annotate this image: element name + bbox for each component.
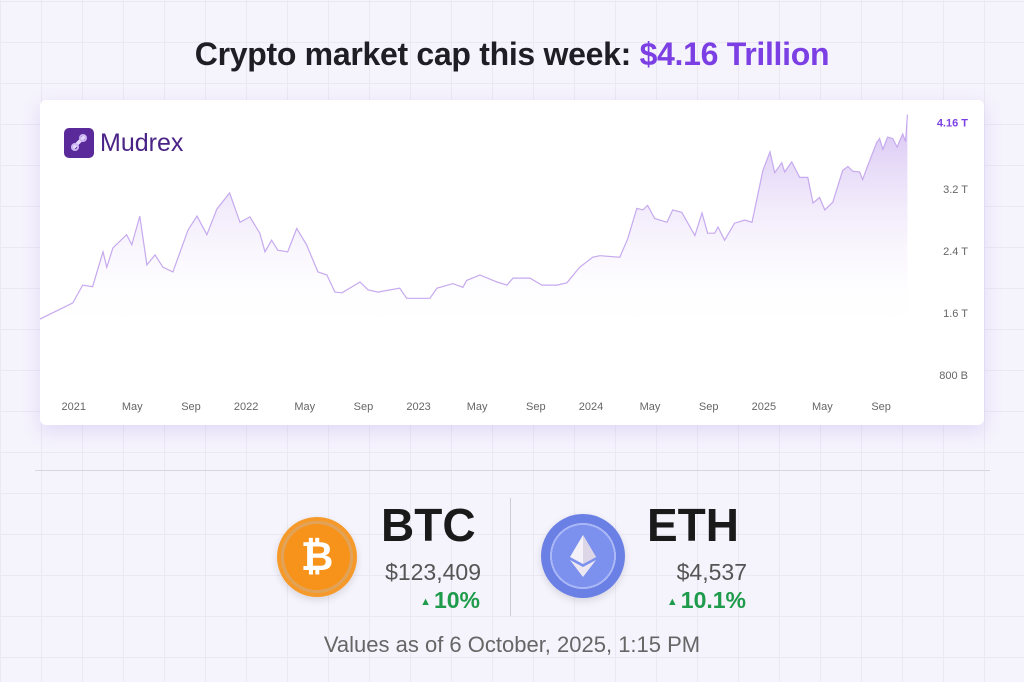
y-tick-label: 800 B xyxy=(939,370,968,382)
x-tick-label: 2023 xyxy=(406,401,430,413)
x-tick-label: May xyxy=(294,401,315,413)
eth-change-value: 10.1% xyxy=(680,587,746,613)
bitcoin-glyph: ₿ xyxy=(300,534,334,579)
ethereum-icon xyxy=(541,514,625,598)
btc-price: $123,409 xyxy=(385,559,481,585)
brand-logo: Mudrex xyxy=(64,128,183,158)
btc-symbol: BTC xyxy=(381,499,476,551)
timestamp-note: Values as of 6 October, 2025, 1:15 PM xyxy=(323,632,701,657)
mudrex-link-icon xyxy=(64,128,94,158)
last-value-label: 4.16 T xyxy=(937,118,968,130)
btc-change-value: 10% xyxy=(433,587,480,613)
title-prefix: Crypto market cap this week: xyxy=(194,36,640,72)
btc-change: ▲ 10% xyxy=(420,587,480,614)
market-cap-chart: 800 B 1.6 T 2.4 T 3.2 T 4.16 T 2021 May Sep 2022… xyxy=(40,114,968,413)
x-tick-label: 2021 xyxy=(62,401,86,413)
x-tick-label: 2025 xyxy=(752,401,776,413)
eth-symbol: ETH xyxy=(647,499,739,551)
x-tick-label: May xyxy=(812,401,833,413)
eth-price: $4,537 xyxy=(676,559,747,585)
page-title: Crypto market cap this week: $4.16 Trill… xyxy=(0,36,1024,73)
brand-name: Mudrex xyxy=(100,128,184,157)
x-tick-label: Sep xyxy=(354,401,374,413)
x-tick-label: May xyxy=(467,401,488,413)
market-cap-line xyxy=(40,114,908,320)
x-tick-label: Sep xyxy=(526,401,546,413)
x-tick-label: Sep xyxy=(871,401,891,413)
section-divider xyxy=(35,470,990,471)
y-tick-label: 3.2 T xyxy=(943,184,968,196)
x-tick-label: May xyxy=(122,401,143,413)
y-tick-label: 1.6 T xyxy=(943,308,968,320)
y-tick-label: 2.4 T xyxy=(943,246,968,258)
arrow-up-icon: ▲ xyxy=(666,596,678,608)
x-tick-label: Sep xyxy=(699,401,719,413)
bitcoin-icon: ₿ xyxy=(277,517,357,597)
market-cap-area xyxy=(40,114,908,332)
title-market-cap-value: $4.16 Trillion xyxy=(639,36,830,72)
arrow-up-icon: ▲ xyxy=(420,596,431,608)
x-tick-label: 2022 xyxy=(234,401,258,413)
x-tick-label: Sep xyxy=(181,401,201,413)
x-tick-label: 2024 xyxy=(579,401,603,413)
chart-card: 800 B 1.6 T 2.4 T 3.2 T 4.16 T 2021 May Sep 2022… xyxy=(40,100,984,425)
coin-divider xyxy=(510,498,511,616)
eth-change: ▲ 10.1% xyxy=(667,587,746,614)
x-tick-label: May xyxy=(640,401,661,413)
